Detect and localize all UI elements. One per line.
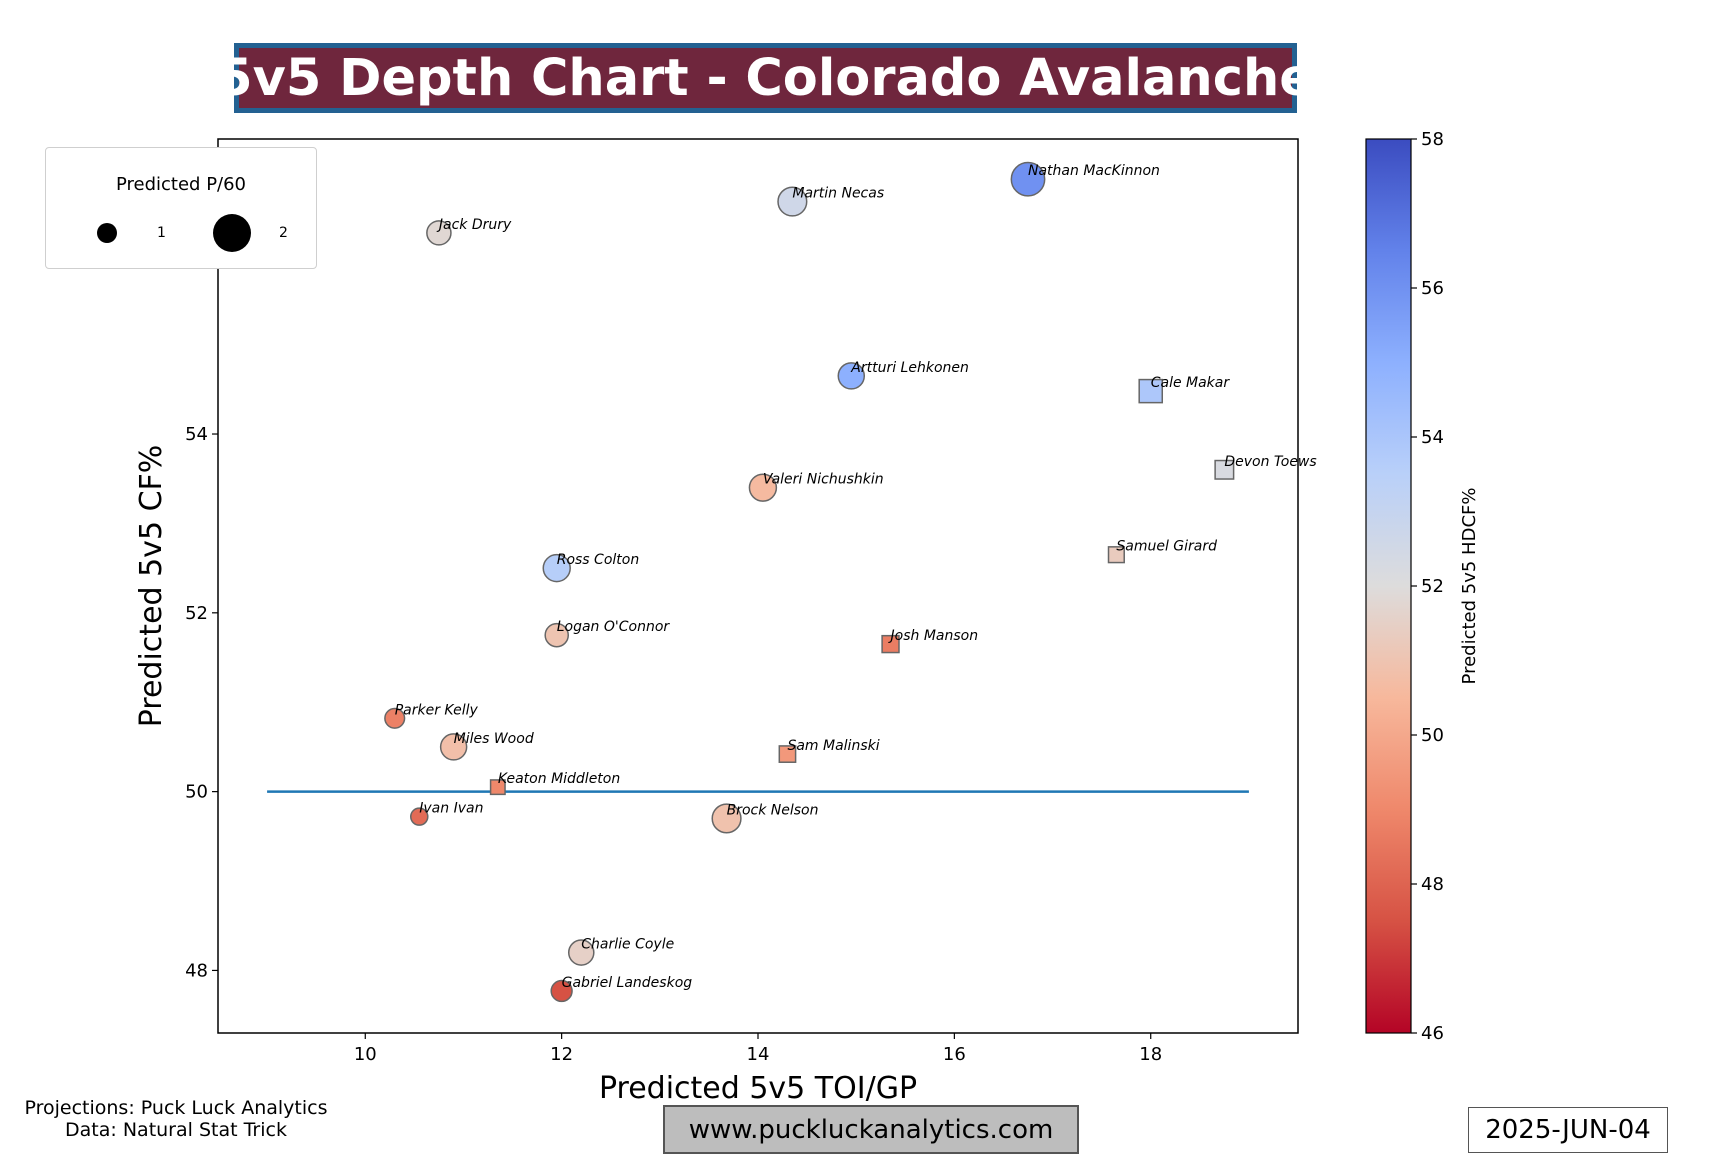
player-marker bbox=[567, 939, 595, 966]
legend-title: Predicted P/60 bbox=[115, 174, 247, 195]
player-label: Charlie Coyle bbox=[581, 937, 674, 953]
colorbar-tick-label: 48 bbox=[1421, 874, 1444, 895]
y-axis-label: Predicted 5v5 CF% bbox=[134, 445, 169, 728]
colorbar-tick-label: 54 bbox=[1421, 427, 1444, 448]
data-source-credit: Data: Natural Stat Trick bbox=[65, 1119, 287, 1141]
player-marker bbox=[1138, 378, 1164, 404]
player-marker bbox=[1214, 459, 1235, 480]
colorbar-tick-label: 58 bbox=[1421, 129, 1444, 150]
y-tick-label: 48 bbox=[185, 960, 208, 981]
legend-label-large: 2 bbox=[279, 225, 288, 241]
point-labels: Nathan MacKinnon Martin Necas Jack Drury Ar… bbox=[395, 163, 1317, 991]
player-marker bbox=[544, 622, 570, 648]
chart-title: 5v5 Depth Chart - Colorado Avalanche bbox=[217, 48, 1314, 108]
player-label: Gabriel Landeskog bbox=[562, 975, 693, 991]
colorbar-gradient bbox=[1365, 138, 1412, 1034]
player-marker bbox=[1107, 546, 1125, 564]
player-marker bbox=[778, 745, 797, 763]
colorbar-tick-label: 46 bbox=[1421, 1023, 1444, 1044]
footer-credits: Projections: Puck Luck Analytics Data: N… bbox=[12, 1097, 340, 1141]
player-marker bbox=[550, 979, 573, 1003]
legend-label-small: 1 bbox=[157, 225, 166, 241]
player-label: Jack Drury bbox=[436, 217, 512, 233]
player-marker bbox=[384, 707, 406, 729]
player-marker bbox=[881, 634, 900, 654]
data-points bbox=[384, 161, 1235, 1003]
plot-area bbox=[217, 138, 1299, 1034]
player-label: Josh Manson bbox=[888, 628, 979, 644]
player-label: Martin Necas bbox=[792, 186, 884, 202]
colorbar: 46 48 50 52 54 56 58 bbox=[1365, 129, 1444, 1044]
projections-credit: Projections: Puck Luck Analytics bbox=[24, 1097, 328, 1119]
title-banner: 5v5 Depth Chart - Colorado Avalanche bbox=[217, 43, 1314, 113]
y-tick-label: 54 bbox=[185, 424, 208, 445]
website-link[interactable]: www.puckluckanalytics.com bbox=[663, 1105, 1079, 1154]
x-tick-label: 12 bbox=[550, 1044, 573, 1065]
player-marker bbox=[489, 779, 506, 796]
colorbar-tick-label: 50 bbox=[1421, 725, 1444, 746]
player-marker bbox=[748, 473, 778, 502]
player-label: Brock Nelson bbox=[727, 802, 819, 818]
x-tick-label: 10 bbox=[354, 1044, 377, 1065]
player-label: Parker Kelly bbox=[395, 702, 479, 718]
date-badge: 2025-JUN-04 bbox=[1468, 1107, 1668, 1153]
x-tick-label: 16 bbox=[943, 1044, 966, 1065]
size-legend: Predicted P/60 1 2 bbox=[45, 147, 317, 269]
player-label: Miles Wood bbox=[454, 731, 534, 747]
x-axis-label: Predicted 5v5 TOI/GP bbox=[599, 1071, 917, 1106]
player-marker bbox=[542, 553, 571, 583]
y-tick-label: 52 bbox=[185, 603, 208, 624]
colorbar-label: Predicted 5v5 HDCF% bbox=[1459, 488, 1480, 685]
player-label: Artturi Lehkonen bbox=[850, 360, 969, 376]
colorbar-tick-label: 56 bbox=[1421, 278, 1444, 299]
player-label: Valeri Nichushkin bbox=[763, 472, 884, 488]
player-label: Samuel Girard bbox=[1116, 539, 1217, 555]
player-marker bbox=[1010, 161, 1046, 197]
player-label: Logan O'Connor bbox=[557, 619, 671, 635]
player-label: Nathan MacKinnon bbox=[1028, 163, 1160, 179]
player-marker bbox=[426, 220, 452, 246]
player-marker bbox=[777, 186, 808, 217]
player-label: Cale Makar bbox=[1151, 375, 1231, 391]
x-tick-label: 18 bbox=[1139, 1044, 1162, 1065]
axis-ticks: 10121416184850525456 bbox=[185, 245, 1162, 1065]
x-tick-label: 14 bbox=[747, 1044, 770, 1065]
legend-marker-small bbox=[97, 223, 117, 243]
player-marker bbox=[837, 362, 866, 390]
y-tick-label: 50 bbox=[185, 782, 208, 803]
player-marker bbox=[711, 803, 742, 834]
player-label: Sam Malinski bbox=[787, 738, 879, 754]
player-marker bbox=[410, 807, 429, 826]
player-label: Devon Toews bbox=[1224, 454, 1316, 470]
player-label: Ivan Ivan bbox=[419, 801, 483, 817]
player-label: Ross Colton bbox=[557, 552, 640, 568]
player-marker bbox=[439, 733, 468, 761]
player-label: Keaton Middleton bbox=[498, 771, 620, 787]
colorbar-tick-label: 52 bbox=[1421, 576, 1444, 597]
plot-axes bbox=[217, 138, 1299, 1034]
legend-marker-large bbox=[213, 214, 251, 252]
